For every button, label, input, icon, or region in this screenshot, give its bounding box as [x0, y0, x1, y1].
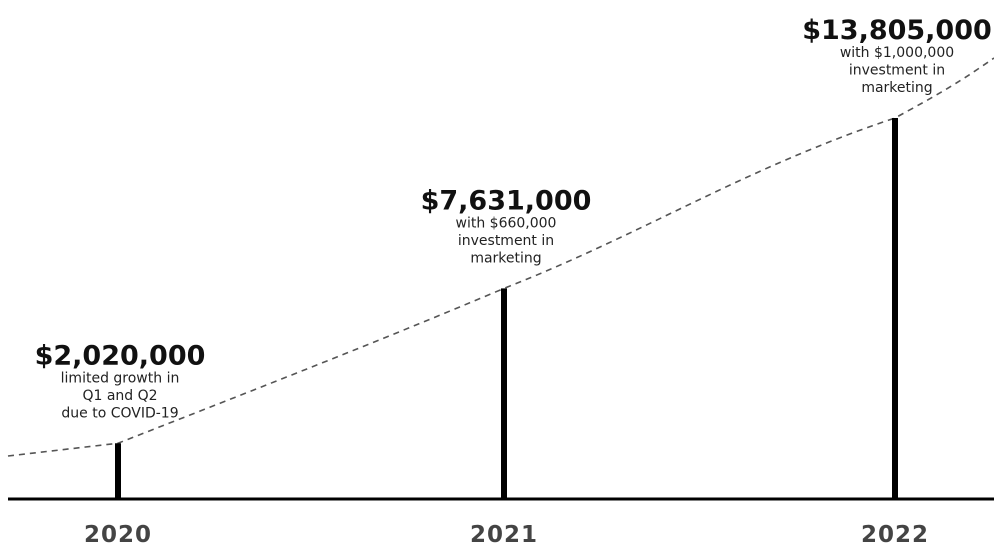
annotation-line-2021-2: investment in	[458, 233, 554, 249]
annotation-line-2020-3: due to COVID-19	[61, 405, 178, 421]
annotation-line-2020-1: limited growth in	[61, 370, 180, 386]
annotation-line-2022-1: with $1,000,000	[840, 45, 954, 61]
value-label-2022: $13,805,000	[802, 15, 992, 46]
bars-group	[115, 118, 898, 499]
value-label-2020: $2,020,000	[35, 340, 206, 371]
annotation-line-2021-3: marketing	[470, 250, 541, 266]
value-label-2021: $7,631,000	[421, 185, 592, 216]
annotation-line-2021-1: with $660,000	[456, 215, 557, 231]
year-label-2021: 2021	[470, 522, 538, 544]
bar-2021	[501, 288, 507, 499]
annotation-line-2020-2: Q1 and Q2	[82, 388, 157, 404]
bar-2020	[115, 443, 121, 499]
year-label-2020: 2020	[84, 522, 152, 544]
trend-line	[7, 57, 994, 457]
year-label-2022: 2022	[861, 522, 929, 544]
annotation-line-2022-3: marketing	[861, 80, 932, 96]
annotation-line-2022-2: investment in	[849, 63, 945, 79]
bar-2022	[892, 118, 898, 499]
